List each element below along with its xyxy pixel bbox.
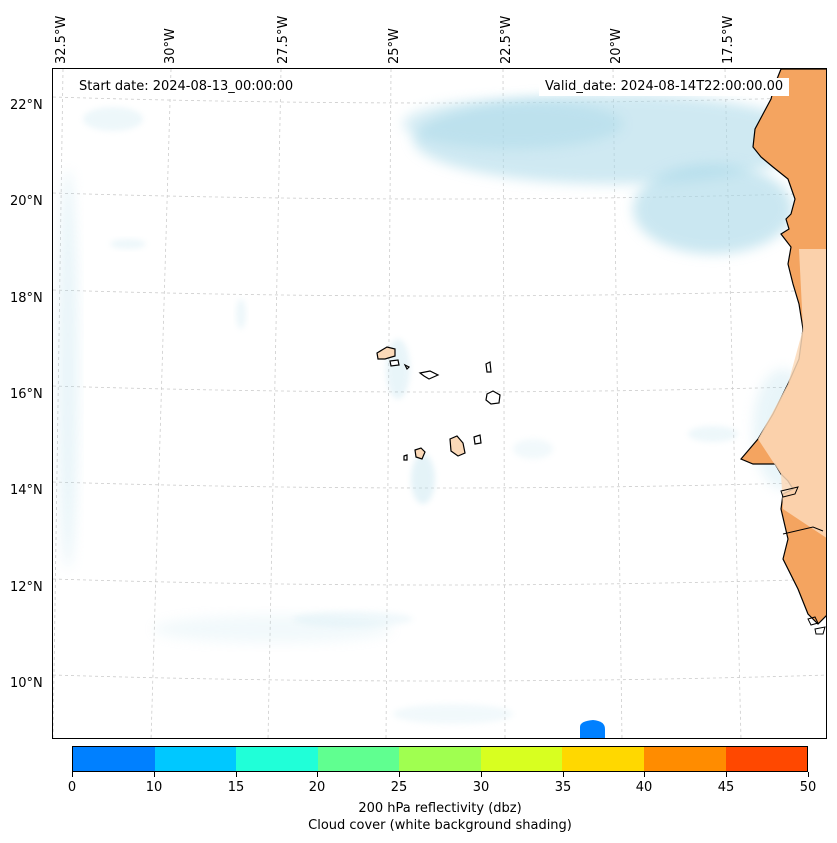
colorbar-tick-label: 20 [308,780,326,795]
lon-label-30w: 30°W [163,28,178,64]
lon-label-20w: 20°W [609,28,624,64]
colorbar-segment [236,747,318,771]
lat-label-22n: 22°N [10,98,43,113]
colorbar-tick [563,772,564,777]
colorbar-segment [317,747,400,771]
lat-label-14n: 14°N [10,483,43,498]
africa-interior-shading [758,249,826,538]
cloud-cover-shading [58,94,813,724]
lon-label-27-5w: 27.5°W [276,15,291,64]
colorbar-subtitle: Cloud cover (white background shading) [308,818,572,833]
colorbar-tick [399,772,400,777]
reflectivity-cell [580,720,605,738]
colorbar-segment [643,747,726,771]
lat-label-20n: 20°N [10,194,43,209]
colorbar-segment [154,747,237,771]
valid-date-label: Valid_date: 2024-08-14T22:00:00.00 [539,78,790,96]
colorbar-tick-label: 45 [717,780,735,795]
colorbar-segment [725,747,808,771]
lon-label-17-5w: 17.5°W [721,15,736,64]
colorbar-tick [808,772,809,777]
reflectivity-colorbar [72,746,808,772]
colorbar-tick [154,772,155,777]
colorbar-tick [726,772,727,777]
colorbar-tick-label: 25 [390,780,408,795]
cape-verde-islands [376,346,501,461]
map-canvas [53,69,826,738]
lat-label-16n: 16°N [10,387,43,402]
colorbar-segment [73,747,155,771]
lat-label-12n: 12°N [10,580,43,595]
start-date-label: Start date: 2024-08-13_00:00:00 [73,78,300,96]
colorbar-tick-label: 35 [554,780,572,795]
colorbar-title: 200 hPa reflectivity (dbz) [358,801,522,816]
bijagos-islands [807,616,826,635]
lat-label-10n: 10°N [10,676,43,691]
colorbar-tick [72,772,73,777]
senegal-gambia-border [780,486,824,535]
colorbar-tick [317,772,318,777]
colorbar-tick-label: 30 [472,780,490,795]
colorbar-segment [399,747,481,771]
lon-label-32-5w: 32.5°W [54,15,69,64]
colorbar-tick-label: 0 [67,780,77,795]
map-panel [52,68,827,739]
colorbar-tick [481,772,482,777]
colorbar-tick-label: 50 [799,780,817,795]
colorbar-tick-label: 40 [635,780,653,795]
lon-label-25w: 25°W [387,28,402,64]
colorbar-segment [480,747,563,771]
lon-label-22-5w: 22.5°W [499,15,514,64]
colorbar-segment [562,747,644,771]
colorbar-tick-label: 15 [227,780,245,795]
colorbar-tick [644,772,645,777]
colorbar-tick [236,772,237,777]
colorbar-tick-label: 10 [145,780,163,795]
lat-label-18n: 18°N [10,291,43,306]
